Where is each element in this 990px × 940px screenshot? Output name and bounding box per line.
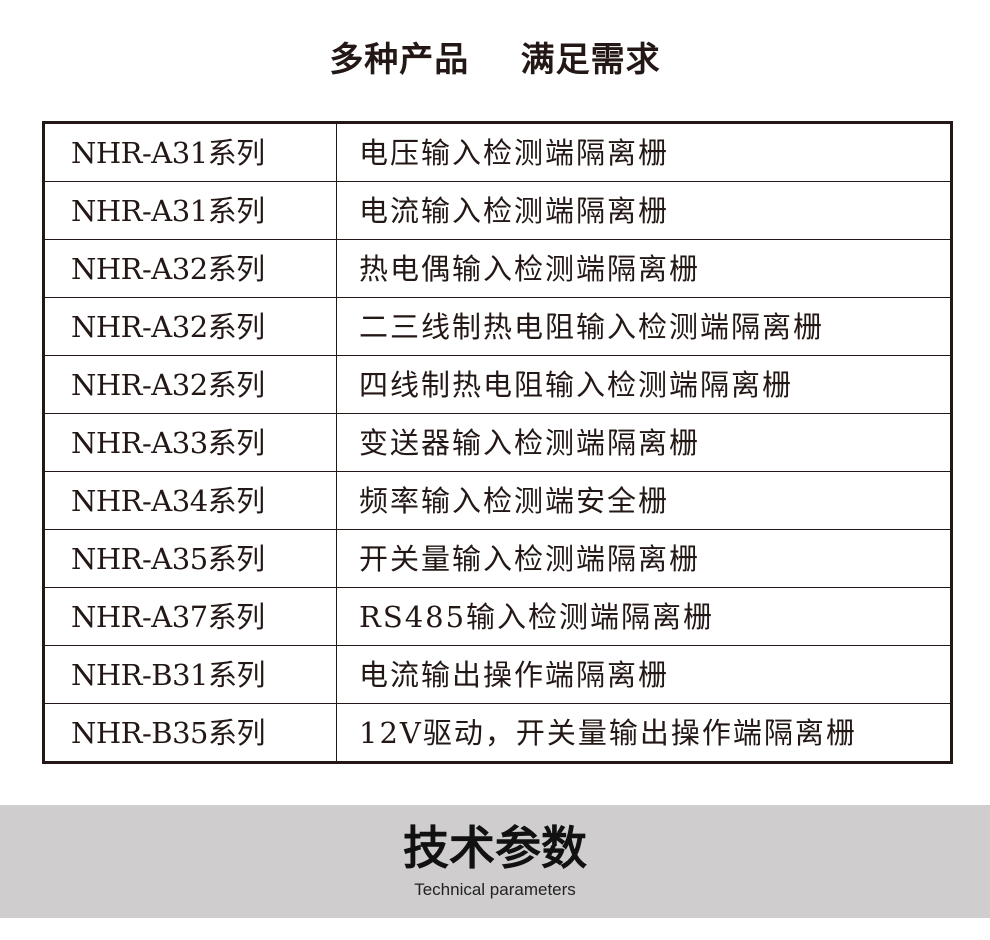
table-row: NHR-A31系列 电压输入检测端隔离栅	[43, 122, 952, 182]
table-row: NHR-A32系列 二三线制热电阻输入检测端隔离栅	[43, 297, 952, 356]
model-cell: NHR-A37系列	[43, 587, 337, 646]
description-cell: 二三线制热电阻输入检测端隔离栅	[336, 297, 952, 356]
model-cell: NHR-B35系列	[43, 703, 337, 763]
model-cell: NHR-A35系列	[43, 529, 337, 588]
banner-heading: 技术参数	[403, 821, 587, 875]
model-cell: NHR-A32系列	[43, 355, 337, 414]
table-row: NHR-A33系列 变送器输入检测端隔离栅	[43, 413, 952, 472]
table-row: NHR-A31系列 电流输入检测端隔离栅	[43, 181, 952, 240]
model-cell: NHR-A33系列	[43, 413, 337, 472]
description-cell: 变送器输入检测端隔离栅	[336, 413, 952, 472]
description-cell: RS485输入检测端隔离栅	[336, 587, 952, 646]
technical-parameters-banner: 技术参数 Technical parameters	[0, 805, 990, 918]
table-row: NHR-B35系列 12V驱动，开关量输出操作端隔离栅	[43, 703, 952, 763]
description-cell: 电流输入检测端隔离栅	[336, 181, 952, 240]
section-title: 多种产品 满足需求	[329, 40, 661, 80]
model-cell: NHR-A31系列	[43, 122, 337, 182]
description-cell: 四线制热电阻输入检测端隔离栅	[336, 355, 952, 414]
description-cell: 电流输出操作端隔离栅	[336, 645, 952, 704]
model-cell: NHR-A31系列	[43, 181, 337, 240]
description-cell: 热电偶输入检测端隔离栅	[336, 239, 952, 298]
product-table: NHR-A31系列 电压输入检测端隔离栅 NHR-A31系列 电流输入检测端隔离栅 NH…	[42, 121, 953, 764]
table-row: NHR-B31系列 电流输出操作端隔离栅	[43, 645, 952, 704]
table-row: NHR-A37系列 RS485输入检测端隔离栅	[43, 587, 952, 646]
model-cell: NHR-A32系列	[43, 239, 337, 298]
table-row: NHR-A32系列 四线制热电阻输入检测端隔离栅	[43, 355, 952, 414]
model-cell: NHR-B31系列	[43, 645, 337, 704]
description-cell: 电压输入检测端隔离栅	[336, 122, 952, 182]
model-cell: NHR-A32系列	[43, 297, 337, 356]
description-cell: 12V驱动，开关量输出操作端隔离栅	[336, 703, 952, 763]
model-cell: NHR-A34系列	[43, 471, 337, 530]
table-row: NHR-A34系列 频率输入检测端安全栅	[43, 471, 952, 530]
description-cell: 开关量输入检测端隔离栅	[336, 529, 952, 588]
table-row: NHR-A32系列 热电偶输入检测端隔离栅	[43, 239, 952, 298]
description-cell: 频率输入检测端安全栅	[336, 471, 952, 530]
banner-subheading: Technical parameters	[414, 880, 576, 899]
table-row: NHR-A35系列 开关量输入检测端隔离栅	[43, 529, 952, 588]
